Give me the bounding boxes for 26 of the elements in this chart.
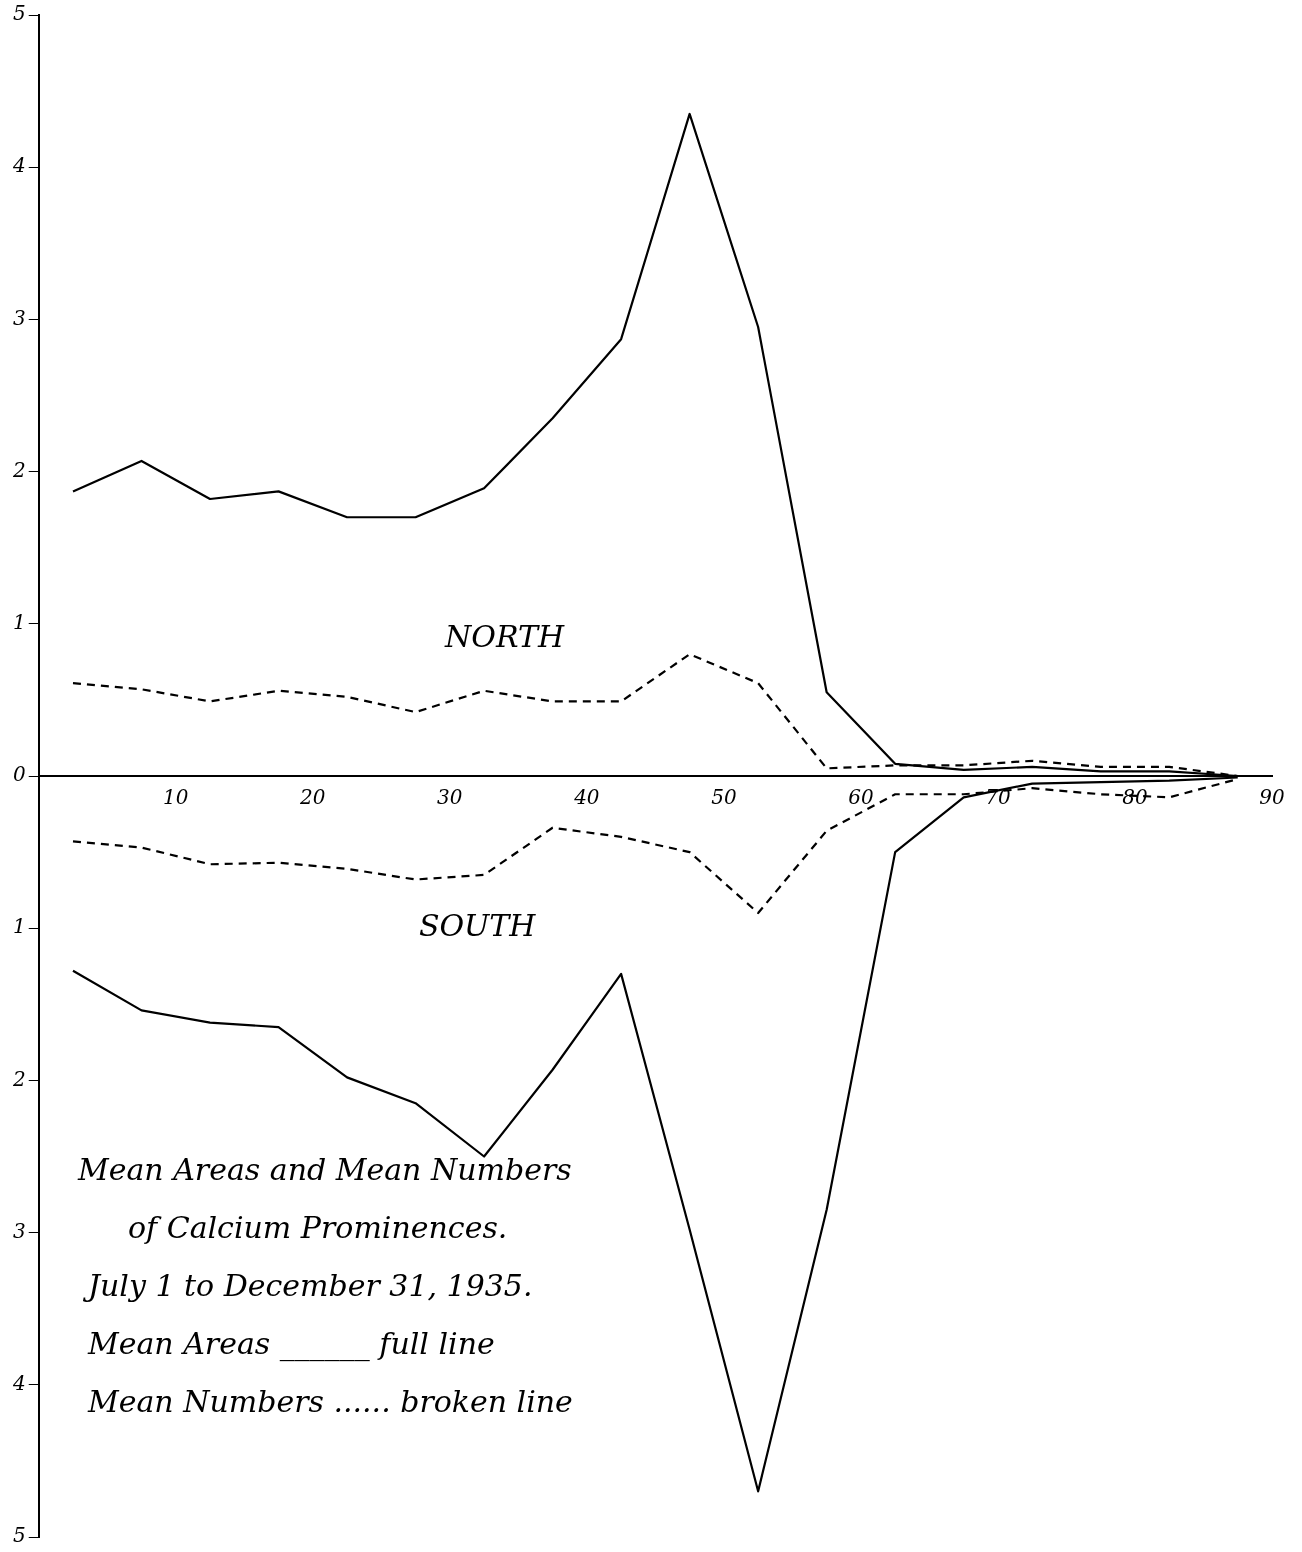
y-tick-label: 5: [12, 1523, 26, 1548]
y-tick-label: 3: [12, 305, 26, 330]
y-tick-label: 5: [12, 1, 26, 26]
y-tick-label: 2: [11, 457, 26, 482]
x-tick-label: 30: [437, 785, 463, 810]
annotation: Mean Areas ______ full line: [86, 1325, 495, 1362]
x-tick-label: 50: [711, 785, 737, 810]
y-tick-label: 1: [12, 914, 26, 939]
x-tick-label: 80: [1122, 785, 1148, 810]
annotation: SOUTH: [418, 908, 537, 943]
y-tick-label: 0: [12, 762, 26, 787]
x-tick-label: 40: [573, 785, 600, 810]
annotation: NORTH: [444, 618, 565, 654]
x-tick-label: 20: [299, 785, 326, 810]
y-tick-label: 1: [12, 610, 26, 634]
y-tick-label: 3: [12, 1218, 26, 1243]
text: of Calcium Prominences.: [127, 1209, 508, 1245]
y-tick-label: 4: [11, 153, 26, 178]
y-tick-label: 4: [11, 1371, 26, 1395]
x-tick-label: 60: [848, 785, 874, 810]
x-tick-label: 90: [1259, 785, 1285, 810]
annotation: Mean Numbers ...... broken line: [86, 1383, 573, 1419]
text: Mean Areas and Mean Numbers: [76, 1151, 572, 1187]
x-tick-label: 10: [163, 785, 189, 810]
annotation: July 1 to December 31, 1935.: [81, 1267, 533, 1303]
y-tick-label: 2: [11, 1066, 26, 1091]
